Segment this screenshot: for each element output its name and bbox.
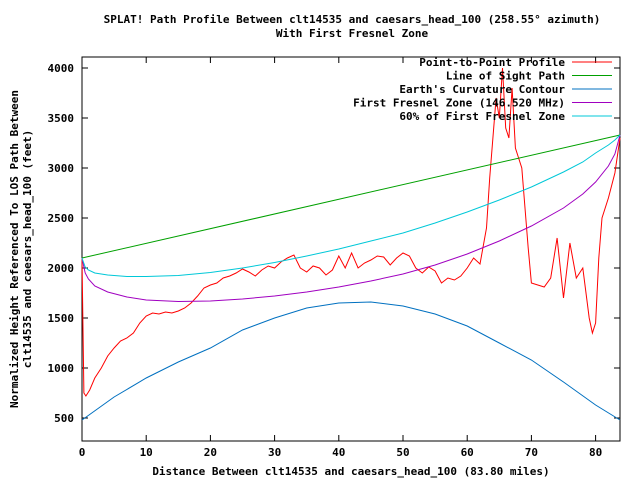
y-tick-label: 4000	[48, 62, 75, 75]
y-tick-label: 500	[54, 412, 74, 425]
chart-subtitle: With First Fresnel Zone	[276, 27, 429, 40]
axis-ticks: 0 10 20 30 40 50 60 70 80 500 1000 1500 2000 2500 3000…	[48, 57, 620, 459]
y-axis-label-line1: Normalized Height Referenced To LOS Path…	[8, 90, 21, 408]
legend-label: First Fresnel Zone (146.520 MHz)	[353, 97, 565, 110]
y-tick-label: 1000	[48, 362, 75, 375]
legend-label: Line of Sight Path	[446, 70, 565, 83]
x-tick-label: 0	[79, 446, 86, 459]
x-tick-label: 80	[589, 446, 602, 459]
series-line-point-to-point-profile	[81, 67, 621, 397]
y-tick-label: 3000	[48, 162, 75, 175]
x-axis-label: Distance Between clt14535 and caesars_he…	[152, 465, 549, 478]
x-tick-label: 70	[525, 446, 538, 459]
x-tick-label: 40	[332, 446, 345, 459]
y-axis-label-line2: clt14535 and caesars_head_100 (feet)	[21, 130, 34, 368]
y-tick-label: 1500	[48, 312, 75, 325]
x-tick-label: 50	[396, 446, 409, 459]
x-tick-label: 30	[268, 446, 281, 459]
series-line-earth-s-curvature-contour	[81, 301, 621, 421]
series-line-60-of-first-fresnel-zone	[81, 134, 621, 277]
x-tick-label: 10	[140, 446, 153, 459]
y-tick-label: 2500	[48, 212, 75, 225]
series-group	[81, 67, 621, 421]
legend-label: Earth's Curvature Contour	[399, 83, 565, 96]
y-tick-label: 2000	[48, 262, 75, 275]
y-tick-label: 3500	[48, 112, 75, 125]
series-line-first-fresnel-zone-146-520-mhz	[81, 134, 621, 303]
x-tick-label: 20	[204, 446, 217, 459]
chart-title: SPLAT! Path Profile Between clt14535 and…	[104, 13, 601, 26]
series-line-line-of-sight-path	[81, 134, 621, 259]
x-tick-label: 60	[461, 446, 474, 459]
legend-label: 60% of First Fresnel Zone	[399, 110, 565, 123]
plot-frame	[81, 56, 621, 442]
legend-label: Point-to-Point Profile	[419, 56, 565, 69]
